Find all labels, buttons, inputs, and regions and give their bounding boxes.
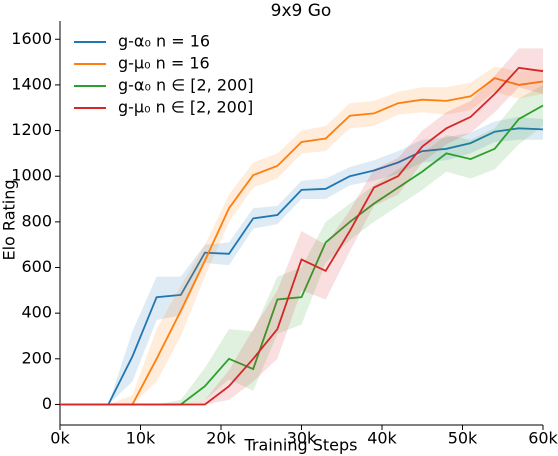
legend-label: g-α₀ n = 16 [118, 32, 210, 51]
y-tick-label: 1400 [11, 74, 52, 93]
legend-label: g-μ₀ n ∈ [2, 200] [118, 98, 253, 117]
y-tick-label: 1200 [11, 120, 52, 139]
y-tick-label: 400 [21, 303, 52, 322]
chart-title: 9x9 Go [271, 1, 332, 21]
x-tick-label: 30k [287, 429, 317, 448]
x-tick-label: 0k [50, 429, 70, 448]
error-band [60, 66, 543, 405]
x-tick-label: 20k [206, 429, 236, 448]
y-tick-label: 200 [21, 348, 52, 367]
y-axis-label: Elo Rating [0, 179, 19, 260]
y-tick-label: 1000 [11, 166, 52, 185]
x-tick-label: 40k [367, 429, 397, 448]
y-tick-label: 800 [21, 211, 52, 230]
x-axis-label: Training Steps [244, 436, 358, 455]
line [60, 66, 544, 406]
line [60, 127, 544, 406]
legend-label: g-α₀ n ∈ [2, 200] [118, 76, 254, 95]
line [60, 77, 544, 406]
y-tick-label: 600 [21, 257, 52, 276]
x-tick-label: 60k [528, 429, 558, 448]
legend-label: g-μ₀ n = 16 [118, 54, 210, 73]
error-band [60, 48, 543, 405]
x-tick-label: 50k [448, 429, 478, 448]
y-tick-label: 1600 [11, 29, 52, 48]
x-tick-label: 10k [126, 429, 156, 448]
y-tick-label: 0 [42, 394, 52, 413]
error-band [60, 84, 543, 405]
